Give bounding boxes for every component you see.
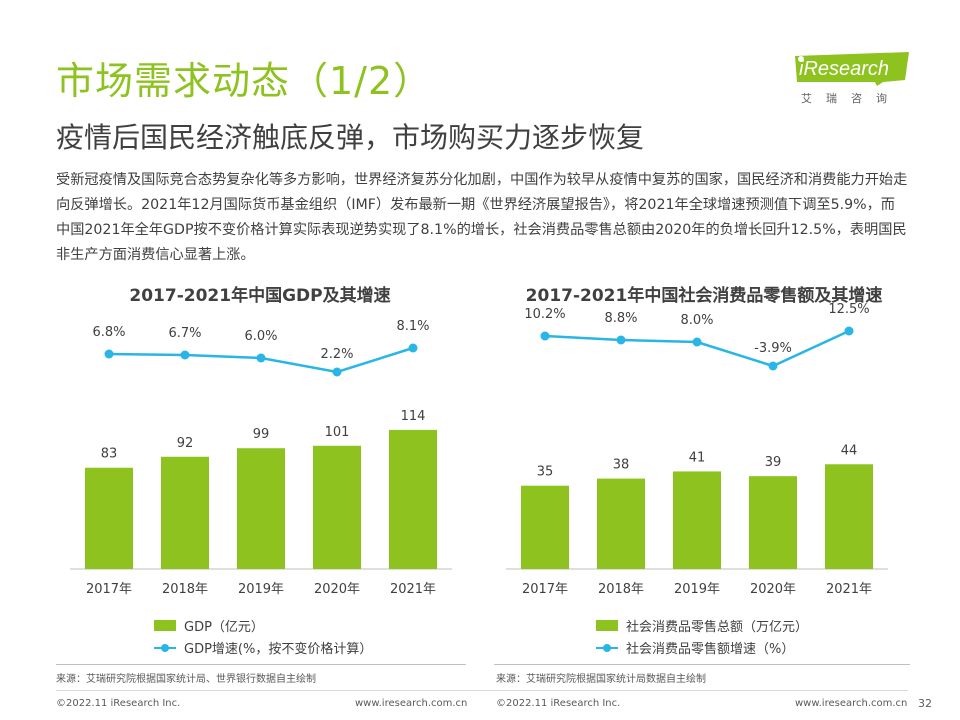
gdp-x-tick: 2020年 [314, 582, 360, 597]
divider-left [56, 664, 466, 665]
gdp-growth-point [332, 367, 342, 377]
footer-url-left[interactable]: www.iresearch.com.cn [355, 698, 468, 709]
divider-right [494, 664, 910, 665]
legend-bar-swatch [596, 619, 618, 631]
page-number: 32 [918, 697, 932, 710]
gdp-x-tick: 2019年 [238, 582, 284, 597]
gdp-bar-value: 92 [177, 436, 194, 451]
legend-bar-swatch [154, 619, 176, 631]
footer-divider [56, 690, 908, 691]
gdp-growth-point [408, 343, 418, 353]
gdp-bar [313, 445, 361, 569]
gdp-bar-value: 99 [253, 427, 270, 442]
gdp-x-tick: 2017年 [86, 582, 132, 597]
retail-bar [749, 476, 797, 569]
intro-paragraph: 受新冠疫情及国际竞合态势复杂化等多方影响，世界经济复苏分化加剧，中国作为较早从疫… [56, 172, 908, 263]
retail-x-tick: 2020年 [750, 582, 796, 597]
retail-growth-label: 10.2% [524, 307, 565, 322]
gdp-growth-label: 6.7% [168, 326, 201, 341]
source-note-gdp: 来源：艾瑞研究院根据国家统计局、世界银行数据自主绘制 [56, 674, 316, 685]
legend-item-gdp-growth: GDP增速(%，按不变价格计算） [154, 636, 372, 658]
gdp-bar [85, 467, 133, 569]
retail-growth-line [544, 329, 850, 368]
chart-title-retail: 2017-2021年中国社会消费品零售额及其增速 [525, 286, 883, 306]
logo-badge-shape [795, 52, 909, 86]
gdp-bar [237, 448, 285, 569]
gdp-growth-point [104, 349, 114, 359]
logo-subtext: 艾瑞咨询 [801, 92, 901, 105]
retail-x-tick: 2018年 [598, 582, 644, 597]
retail-x-tick: 2021年 [826, 582, 872, 597]
legend-label: 社会消费品零售总额（万亿元） [626, 619, 809, 635]
retail-growth-label: -3.9% [754, 341, 792, 356]
retail-bar [825, 464, 873, 569]
source-note-retail: 来源：艾瑞研究院根据国家统计局数据自主绘制 [496, 674, 706, 685]
footer-copyright-right: ©2022.11 iResearch Inc. [496, 698, 621, 709]
retail-growth-point [768, 361, 778, 371]
gdp-chart: 83 2017年 92 2018年 99 2019年 101 2020年 114 2021年 6.8… [70, 319, 452, 597]
retail-chart: 35 2017年 38 2018年 41 2019年 39 2020年 44 2021年 10.2%… [506, 302, 888, 597]
retail-bar [521, 485, 569, 569]
retail-bar [597, 478, 645, 569]
retail-growth-point [692, 337, 702, 347]
retail-bar-value: 39 [765, 455, 782, 470]
chart-title-gdp: 2017-2021年中国GDP及其增速 [129, 286, 391, 306]
gdp-x-tick: 2021年 [390, 582, 436, 597]
gdp-growth-label: 2.2% [320, 347, 353, 362]
retail-growth-point [844, 326, 854, 336]
retail-x-tick: 2017年 [522, 582, 568, 597]
iresearch-logo: iResearch 艾瑞咨询 [793, 52, 913, 108]
gdp-growth-point [180, 350, 190, 360]
retail-growth-point [616, 335, 626, 345]
gdp-bar-value: 101 [325, 425, 350, 440]
legend-label: 社会消费品零售额增速（%） [626, 641, 795, 657]
retail-x-tick: 2019年 [674, 582, 720, 597]
retail-growth-point [540, 331, 550, 341]
gdp-bar [161, 456, 209, 569]
gdp-growth-label: 6.8% [92, 325, 125, 340]
retail-bar-value: 35 [537, 465, 554, 480]
logo-text: iResearch [799, 58, 890, 80]
footer-url-right[interactable]: www.iresearch.com.cn [795, 698, 908, 709]
gdp-bar-value: 83 [101, 447, 118, 462]
retail-bar-value: 41 [689, 450, 706, 465]
page-title: 市场需求动态（1/2） [56, 59, 433, 103]
retail-bar-value: 44 [841, 443, 858, 458]
retail-bar [673, 471, 721, 569]
retail-growth-label: 12.5% [828, 302, 869, 317]
gdp-x-tick: 2018年 [162, 582, 208, 597]
gdp-bar-value: 114 [401, 409, 426, 424]
retail-growth-label: 8.8% [604, 311, 637, 326]
footer-copyright-left: ©2022.11 iResearch Inc. [56, 698, 181, 709]
retail-legend: 社会消费品零售总额（万亿元） 社会消费品零售额增速（%） [596, 614, 808, 658]
gdp-bar [389, 429, 437, 569]
gdp-growth-label: 8.1% [396, 319, 429, 334]
retail-bar-value: 38 [613, 458, 630, 473]
legend-item-retail: 社会消费品零售总额（万亿元） [596, 614, 808, 636]
legend-label: GDP（亿元） [184, 619, 264, 635]
legend-label: GDP增速(%，按不变价格计算） [184, 641, 373, 657]
legend-line-swatch [596, 642, 618, 653]
legend-item-retail-growth: 社会消费品零售额增速（%） [596, 636, 808, 658]
gdp-growth-point [256, 353, 266, 363]
legend-item-gdp: GDP（亿元） [154, 614, 372, 636]
legend-line-swatch [154, 642, 176, 653]
page-subtitle: 疫情后国民经济触底反弹，市场购买力逐步恢复 [56, 121, 645, 154]
gdp-legend: GDP（亿元） GDP增速(%，按不变价格计算） [154, 614, 372, 658]
gdp-growth-label: 6.0% [244, 329, 277, 344]
retail-growth-label: 8.0% [680, 313, 713, 328]
